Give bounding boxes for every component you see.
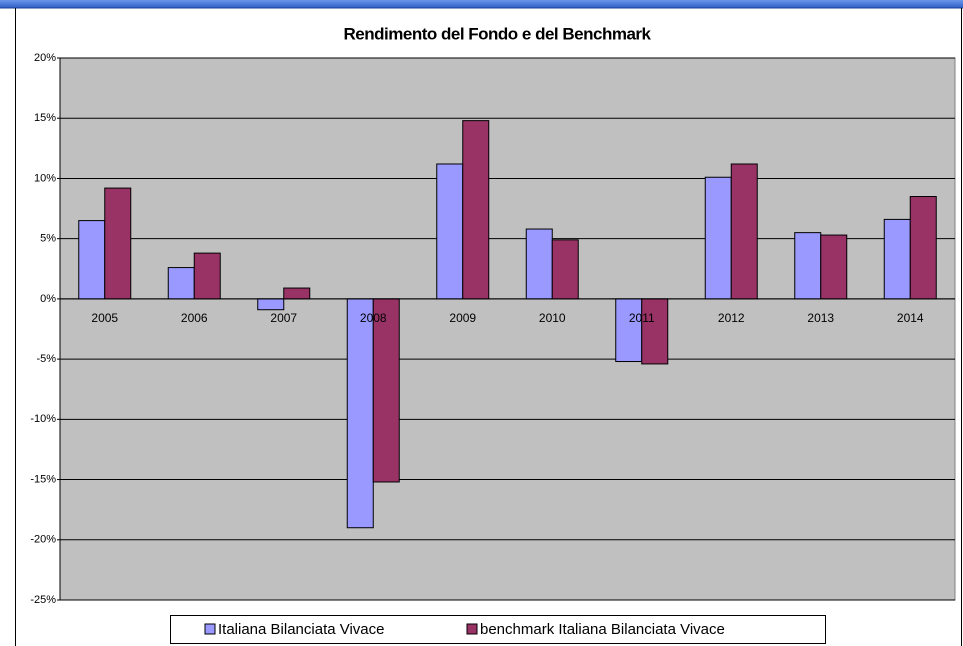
bar	[283, 287, 311, 300]
y-tick-label: 10%	[34, 172, 56, 184]
bar	[615, 298, 643, 363]
legend	[170, 615, 826, 644]
x-tick-label: 2007	[270, 311, 297, 325]
x-tick-label: 2005	[91, 311, 118, 325]
y-tick-label: -25%	[30, 594, 56, 606]
bar	[794, 232, 822, 300]
x-tick-label: 2014	[897, 311, 924, 325]
bar	[78, 220, 106, 300]
y-tick-label: -15%	[30, 473, 56, 485]
legend-swatch	[466, 623, 478, 635]
bar	[104, 187, 132, 300]
bar	[193, 252, 221, 300]
bar	[820, 234, 848, 300]
x-tick-label: 2011	[629, 311, 655, 325]
title-bar	[0, 0, 963, 8]
x-tick-label: 2010	[539, 311, 566, 325]
bar	[462, 120, 490, 300]
y-tick-label: -5%	[36, 353, 56, 365]
bar	[551, 239, 579, 300]
legend-label: benchmark Italiana Bilanciata Vivace	[480, 621, 725, 638]
y-tick-label: 0%	[40, 293, 56, 305]
x-tick-label: 2012	[718, 311, 745, 325]
x-tick-label: 2013	[807, 311, 834, 325]
plot-area	[59, 57, 956, 601]
bar	[372, 298, 400, 483]
y-tick-label: -10%	[30, 413, 56, 425]
y-tick-label: 15%	[34, 112, 56, 124]
y-tick-label: 5%	[40, 233, 56, 245]
x-tick-label: 2006	[181, 311, 208, 325]
legend-swatch	[204, 623, 216, 635]
bar	[909, 196, 937, 300]
y-tick-label: -20%	[30, 534, 56, 546]
bar	[704, 176, 732, 300]
legend-label: Italiana Bilanciata Vivace	[218, 621, 385, 638]
bar	[730, 163, 758, 300]
bar	[257, 298, 285, 311]
chart-title: Rendimento del Fondo e del Benchmark	[344, 24, 652, 43]
bar	[436, 163, 464, 300]
bar	[167, 267, 195, 300]
x-tick-label: 2008	[360, 311, 387, 325]
bar	[641, 298, 669, 365]
bar	[525, 228, 553, 300]
bar	[883, 218, 911, 300]
x-tick-label: 2009	[449, 311, 476, 325]
bar	[346, 298, 374, 529]
y-tick-label: 20%	[34, 52, 56, 64]
